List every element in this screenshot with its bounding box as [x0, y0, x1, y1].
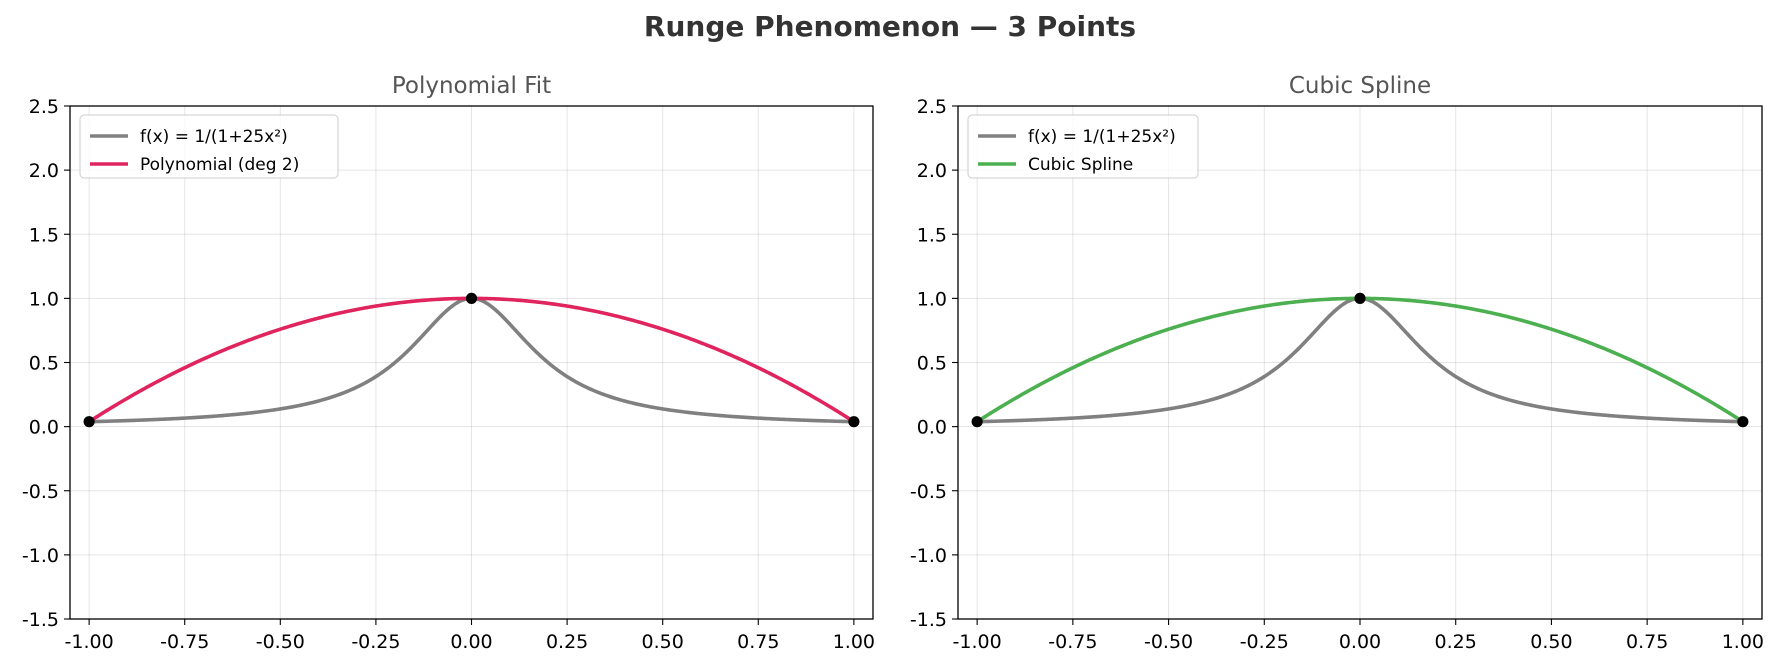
x-tick-label: 0.50 — [1530, 631, 1572, 653]
y-tick-label: 0.0 — [29, 417, 59, 439]
x-tick-label: 0.50 — [642, 631, 684, 653]
y-tick-label: 2.0 — [29, 160, 59, 182]
x-tick-label: 0.75 — [1626, 631, 1668, 653]
chart-panel-1: Polynomial Fit -1.00 -0.75 -0.50 -0.25 0.00 0.… — [22, 73, 875, 653]
x-tick-label: -0.75 — [160, 631, 209, 653]
legend-box — [967, 114, 1199, 179]
legend-box — [79, 114, 339, 179]
y-tick-label: 2.5 — [29, 96, 59, 118]
x-tick-label: -0.50 — [256, 631, 305, 653]
chart-panel-2: Cubic Spline -1.00 -0.75 -0.50 -0.25 0.00 0.25… — [910, 73, 1764, 653]
panel-title: Polynomial Fit — [392, 73, 551, 99]
x-tick-label: 0.00 — [1339, 631, 1381, 653]
y-tick-label: 1.0 — [917, 288, 947, 310]
grid — [958, 105, 1762, 620]
x-tick-label: 0.25 — [1435, 631, 1477, 653]
figure-title: Runge Phenomenon — 3 Points — [644, 10, 1136, 43]
data-point — [465, 292, 478, 304]
y-tick-label: 2.5 — [917, 96, 947, 118]
ticks: -1.00 -0.75 -0.50 -0.25 0.00 0.25 0.50 0.75 1.00… — [22, 96, 875, 653]
points — [971, 292, 1749, 428]
x-tick-label: -1.00 — [65, 631, 114, 653]
grid — [70, 105, 873, 620]
chart-panels: Polynomial Fit -1.00 -0.75 -0.50 -0.25 0.00 0.… — [22, 73, 1764, 653]
points — [83, 292, 860, 428]
legend-label: Polynomial (deg 2) — [140, 155, 299, 175]
legend: f(x) = 1/(1+25x²) Cubic Spline — [967, 114, 1199, 179]
data-point — [848, 416, 860, 428]
ticks: -1.00 -0.75 -0.50 -0.25 0.00 0.25 0.50 0.75 1.00… — [910, 96, 1764, 653]
x-tick-label: -0.25 — [351, 631, 400, 653]
y-tick-label: 2.0 — [917, 160, 947, 182]
y-tick-label: -1.0 — [22, 545, 59, 567]
legend-label: f(x) = 1/(1+25x²) — [1028, 127, 1176, 147]
x-tick-label: -1.00 — [953, 631, 1002, 653]
x-tick-label: 1.00 — [1722, 631, 1764, 653]
y-tick-label: 1.5 — [29, 224, 59, 246]
data-point — [971, 416, 983, 428]
y-tick-label: -0.5 — [22, 481, 59, 503]
y-tick-label: 0.0 — [917, 417, 947, 439]
panel-title: Cubic Spline — [1289, 73, 1431, 99]
y-tick-label: 0.5 — [917, 353, 947, 375]
y-tick-label: -1.5 — [22, 609, 59, 631]
x-tick-label: -0.50 — [1144, 631, 1193, 653]
data-point — [1354, 292, 1366, 304]
y-tick-label: 1.5 — [917, 224, 947, 246]
legend-label: f(x) = 1/(1+25x²) — [140, 127, 288, 147]
data-point — [1737, 416, 1749, 428]
x-tick-label: 1.00 — [833, 631, 875, 653]
y-tick-label: 1.0 — [29, 288, 59, 310]
x-tick-label: -0.25 — [1240, 631, 1289, 653]
y-tick-label: 0.5 — [29, 353, 59, 375]
x-tick-label: 0.25 — [546, 631, 588, 653]
y-tick-label: -1.0 — [910, 545, 947, 567]
data-point — [83, 416, 95, 428]
x-tick-label: -0.75 — [1048, 631, 1097, 653]
y-tick-label: -1.5 — [910, 609, 947, 631]
x-tick-label: 0.75 — [737, 631, 779, 653]
legend-label: Cubic Spline — [1028, 155, 1133, 175]
legend: f(x) = 1/(1+25x²) Polynomial (deg 2) — [79, 114, 339, 179]
x-tick-label: 0.00 — [450, 631, 492, 653]
y-tick-label: -0.5 — [910, 481, 947, 503]
